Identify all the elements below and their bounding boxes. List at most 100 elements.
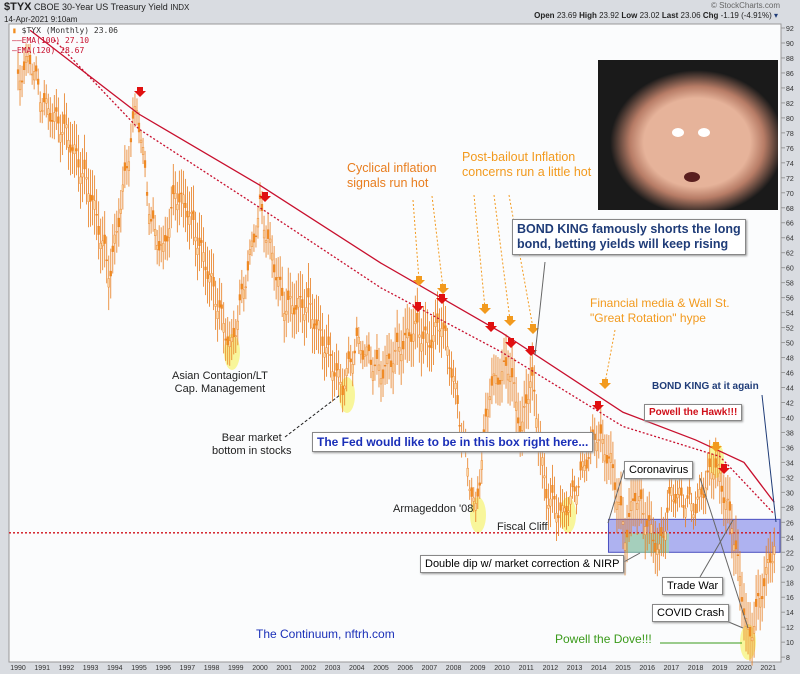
price-candle [480,460,483,470]
price-candle [404,332,407,336]
legend-ema100-label: EMA(100) 27.10 [21,36,90,45]
price-candle [87,193,90,202]
x-tick-label: 2015 [615,665,631,672]
inflation-pointer [493,194,511,321]
price-candle [593,433,596,440]
price-candle [59,134,62,143]
bill-gross-photo [598,60,778,210]
price-candle [248,249,252,255]
price-candle [640,489,643,499]
annotation-dove: Powell the Dove!!! [555,632,652,646]
price-candle [351,364,354,374]
price-candle [398,346,401,352]
price-candle [708,458,711,468]
price-candle [297,298,300,308]
price-candle [230,337,233,342]
price-candle [553,496,556,500]
x-tick-label: 2011 [519,665,534,672]
price-candle [714,458,717,468]
price-candle [313,323,316,330]
price-candle [206,271,209,279]
price-candle [99,242,102,250]
price-candle [29,55,32,65]
price-candle [690,503,693,512]
price-candle [767,559,770,563]
price-candle [234,335,237,337]
red-arrow-icon [505,338,517,348]
price-candle [43,93,46,103]
x-tick-label: 2019 [712,665,728,672]
x-tick-label: 2021 [760,665,776,672]
price-candle [738,576,742,586]
price-candle [242,289,245,299]
symbol-name: CBOE 30-Year US Treasury Yield [34,2,168,12]
price-candle [716,463,719,466]
price-candle [115,231,118,233]
price-candle [192,210,195,220]
price-candle [260,204,264,211]
y-tick-label: 80 [786,116,794,123]
y-tick-label: 70 [786,191,794,198]
price-candle [186,210,189,218]
annotation-bond-king: BOND KING famously shorts the long bond,… [512,219,746,255]
price-candle [172,185,175,195]
price-candle [315,319,318,326]
x-tick-label: 1996 [155,665,171,672]
annotation-marks [134,87,777,644]
orange-arrow-icon [479,304,491,314]
coronavirus-crash-pointer [699,477,749,629]
price-candle [20,80,24,83]
price-candle [333,372,336,377]
price-candle [510,368,514,378]
x-tick-label: 2000 [252,665,268,672]
price-candle [95,214,98,216]
ema120-line [29,29,775,503]
price-candle [412,333,415,342]
open-label: Open [534,11,555,20]
price-candle [736,554,740,556]
y-tick-label: 58 [786,281,794,288]
y-tick-label: 12 [786,625,794,632]
price-candle [337,369,340,378]
price-candle [541,457,544,466]
price-candle [724,500,727,510]
price-candle [577,486,580,488]
price-candle [430,339,433,349]
y-tick-label: 68 [786,206,794,213]
price-candle [696,496,699,500]
price-candle [246,261,249,271]
price-candle [91,195,94,201]
price-candle [599,424,602,434]
price-candle [154,229,157,236]
price-candle [57,116,60,124]
price-candle [688,486,691,495]
price-candle [39,102,42,112]
price-candle [392,363,395,373]
price-candle [607,456,610,459]
x-tick-label: 2004 [349,665,365,672]
y-tick-label: 52 [786,326,794,333]
price-candle [200,240,203,243]
price-candle [103,234,106,244]
price-candle [31,73,34,76]
price-candle [45,98,48,104]
price-candle [121,184,124,192]
price-candle [579,461,582,471]
price-candle [648,515,651,521]
price-candle [129,138,133,143]
price-candle [730,528,733,534]
price-candle [377,364,381,371]
last-value: 23.06 [680,11,701,20]
price-candle [170,207,173,209]
price-candle [740,597,744,602]
price-candle [117,217,120,228]
annotation-cyclical: Cyclical inflation signals run hot [347,161,437,190]
x-tick-label: 1999 [228,665,244,672]
price-candle [371,371,375,381]
price-candle [448,367,451,369]
price-candle [525,394,528,404]
price-candle [194,236,197,242]
price-candle [496,377,500,385]
price-candle [339,382,342,385]
high-label: High [579,11,597,20]
